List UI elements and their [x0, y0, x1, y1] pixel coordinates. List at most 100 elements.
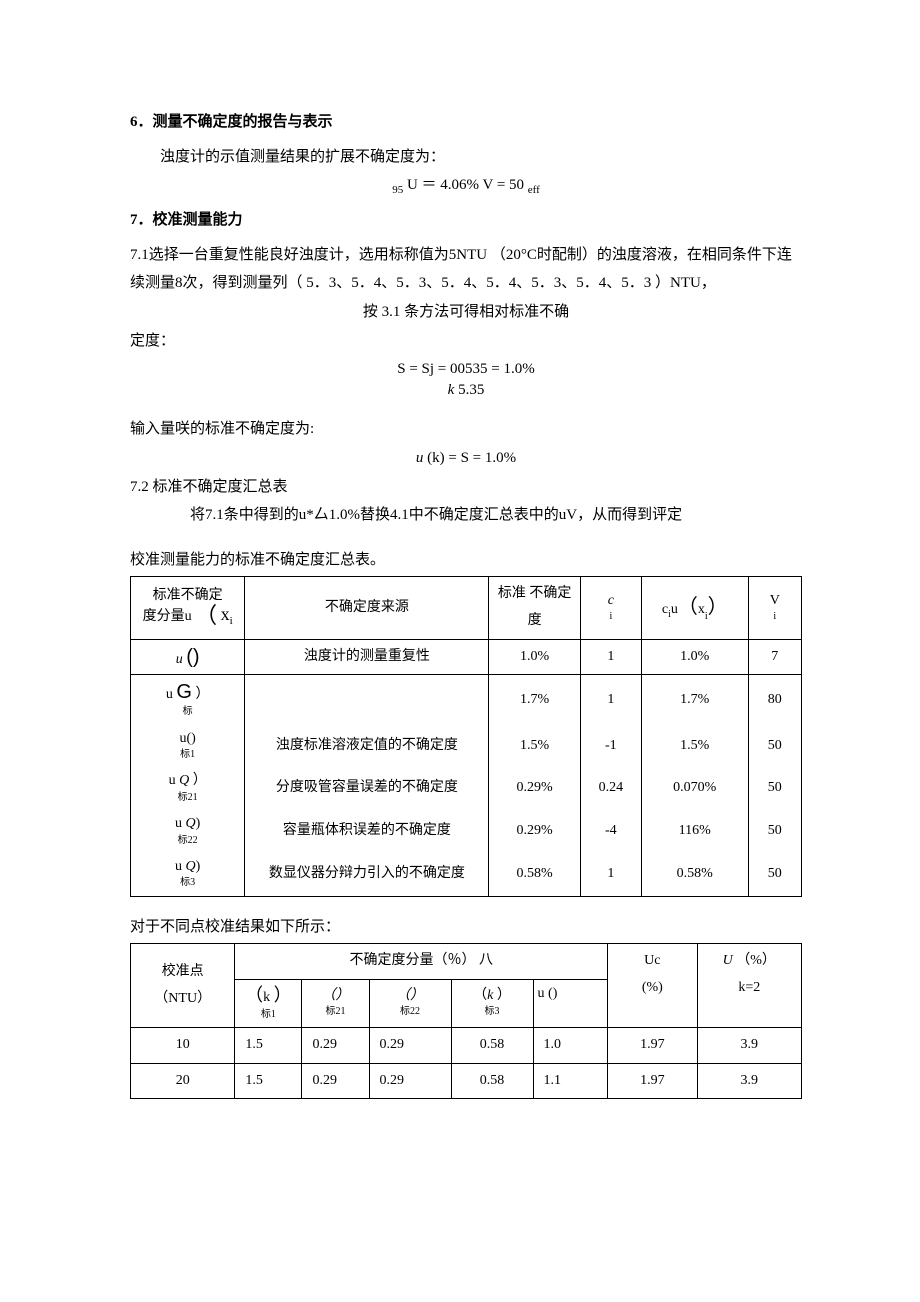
t1-r1-vi: 7 [748, 639, 801, 675]
t1-r6-sub: 标3 [180, 877, 195, 888]
t2-r1-b3: 0.58 [451, 1027, 533, 1063]
t1-r3-std: 1.5% [489, 725, 580, 768]
t1-r5-src: 容量瓶体积误差的不确定度 [245, 810, 489, 853]
t1-r2-std: 1.7% [489, 675, 580, 725]
table-row: u G ）标 1.7% 1 1.7% 80 [131, 675, 802, 725]
t2-h-cal-l2: （NTU） [154, 991, 211, 1006]
t2-r2-uc: 1.97 [608, 1063, 697, 1099]
t2-r1-b1: 1.5 [235, 1027, 302, 1063]
t1-h1-l2a: 度分量u [143, 609, 192, 624]
t2-r2-pt: 20 [131, 1063, 235, 1099]
t1-r2-ci: 1 [580, 675, 641, 725]
t1-h6: Vi [748, 577, 801, 639]
t2-h-U-post: （%） [733, 953, 776, 968]
t1-r2-vi: 80 [748, 675, 801, 725]
t2-r2-uk: 1.1 [533, 1063, 608, 1099]
t2-sh2-b: 标21 [325, 1006, 345, 1017]
t1-r5-sub: 标22 [178, 835, 198, 846]
t1-r6-u: u [175, 859, 182, 874]
uncertainty-summary-table: 标准不确定 度分量u （ xi 不确定度来源 标准 不确定度 ci ciu（xi… [130, 576, 802, 896]
t2-h-U-pre: U [723, 953, 733, 968]
t2-sh3-b: 标22 [400, 1006, 420, 1017]
table-row: u Q ）标21 分度吸管容量误差的不确定度 0.29% 0.24 0.070%… [131, 767, 802, 810]
eq-label-3-1: 按 3.1 条方法可得相对标准不确 [130, 302, 802, 323]
table1-caption: 校准测量能力的标准不确定度汇总表。 [130, 546, 802, 575]
t1-r1-u: u [176, 652, 183, 667]
t1-r3-main: () [187, 731, 196, 746]
t1-r4-ciux: 0.070% [641, 767, 748, 810]
t1-r4-u: u [169, 773, 176, 788]
t1-h6-v: V [770, 593, 780, 608]
para-input-k: 输入量咲的标准不确定度为: [130, 415, 802, 444]
t1-h1-x: x [221, 604, 230, 624]
t2-sh2-p: （） [321, 988, 349, 1003]
t2-h-uc-l1: Uc [644, 953, 660, 968]
table-row: 20 1.5 0.29 0.29 0.58 1.1 1.97 3.9 [131, 1063, 802, 1099]
t1-r3-src: 浊度标准溶液定值的不确定度 [245, 725, 489, 768]
t2-r2-b1: 1.5 [235, 1063, 302, 1099]
t1-r2-main: G [176, 681, 192, 703]
t2-sh1: （k ）标1 [235, 979, 302, 1027]
t1-r3-u: u [180, 731, 187, 746]
t2-sh1-b: 标1 [261, 1009, 276, 1020]
table-row: 10 1.5 0.29 0.29 0.58 1.0 1.97 3.9 [131, 1027, 802, 1063]
t1-r3-sym: u()标1 [131, 725, 245, 768]
t1-h6-i: i [773, 611, 776, 622]
equation-s: S = Sj = 00535 = 1.0% k 5.35 [130, 359, 802, 401]
t1-r5-std: 0.29% [489, 810, 580, 853]
para-7-2-title: 7.2 标准不确定度汇总表 [130, 473, 802, 502]
t1-r4-main: Q [179, 773, 189, 788]
t1-r4-close: ） [193, 773, 207, 788]
t1-r1-src: 浊度计的测量重复性 [245, 639, 489, 675]
t2-sh5-u: u () [538, 986, 558, 1001]
para-7-2-body: 将7.1条中得到的u*厶1.0%替换4.1中不确定度汇总表中的uV，从而得到评定 [130, 501, 802, 530]
t2-h-U: U （%） k=2 [697, 944, 801, 1028]
t2-h-cal: 校准点 （NTU） [131, 944, 235, 1028]
t2-r1-b22: 0.29 [369, 1027, 451, 1063]
t1-r3-ciux: 1.5% [641, 725, 748, 768]
t2-r1-U: 3.9 [697, 1027, 801, 1063]
t1-r1-sym: u () [131, 639, 245, 675]
t1-r6-vi: 50 [748, 853, 801, 896]
equation-u95: 95 U ＝ 4.06% V = 50 eff [130, 175, 802, 198]
section-6-body: 浊度计的示值测量结果的扩展不确定度为： [130, 143, 802, 172]
t1-r5-ciux: 116% [641, 810, 748, 853]
t1-h1-paren: （ [195, 603, 217, 628]
t1-h5-xi: i [705, 611, 708, 622]
t1-r4-src: 分度吸管容量误差的不确定度 [245, 767, 489, 810]
t1-r2-sym: u G ）标 [131, 675, 245, 725]
t1-h5-p1: （ [678, 596, 698, 618]
equation-uk: u (k) = S = 1.0% [130, 448, 802, 469]
t1-r5-close: ) [196, 816, 201, 831]
t1-r6-std: 0.58% [489, 853, 580, 896]
t2-r2-b22: 0.29 [369, 1063, 451, 1099]
t2-sh4-k: k [487, 988, 493, 1003]
t2-h-U-l2: k=2 [738, 980, 760, 995]
t1-r5-main: Q [186, 816, 196, 831]
t1-r6-ci: 1 [580, 853, 641, 896]
eq-s-line1: S = Sj = 00535 = 1.0% [397, 361, 534, 377]
t1-r5-vi: 50 [748, 810, 801, 853]
table-row: u Q)标3 数显仪器分辩力引入的不确定度 0.58% 1 0.58% 50 [131, 853, 802, 896]
section-6-title: 6．测量不确定度的报告与表示 [130, 108, 802, 137]
t1-h5-p2: ） [708, 596, 728, 618]
t1-h4-c: c [608, 593, 614, 608]
table-row: u Q)标22 容量瓶体积误差的不确定度 0.29% -4 116% 50 [131, 810, 802, 853]
table2-caption: 对于不同点校准结果如下所示： [130, 913, 802, 942]
t1-r4-sym: u Q ）标21 [131, 767, 245, 810]
t1-r5-ci: -4 [580, 810, 641, 853]
t1-r6-close: ) [196, 859, 201, 874]
t1-r2-sub: 标 [183, 706, 193, 717]
t1-r2-ciux: 1.7% [641, 675, 748, 725]
t1-r4-ci: 0.24 [580, 767, 641, 810]
t1-r3-vi: 50 [748, 725, 801, 768]
t1-r1-std: 1.0% [489, 639, 580, 675]
t1-r1-ci: 1 [580, 639, 641, 675]
table-row: u () 浊度计的测量重复性 1.0% 1 1.0% 7 [131, 639, 802, 675]
t1-h4: ci [580, 577, 641, 639]
table-row: u()标1 浊度标准溶液定值的不确定度 1.5% -1 1.5% 50 [131, 725, 802, 768]
t1-r6-main: Q [186, 859, 196, 874]
t2-sh4-p1: （ [473, 988, 487, 1003]
t1-h3: 标准 不确定度 [489, 577, 580, 639]
t2-r2-b21: 0.29 [302, 1063, 369, 1099]
